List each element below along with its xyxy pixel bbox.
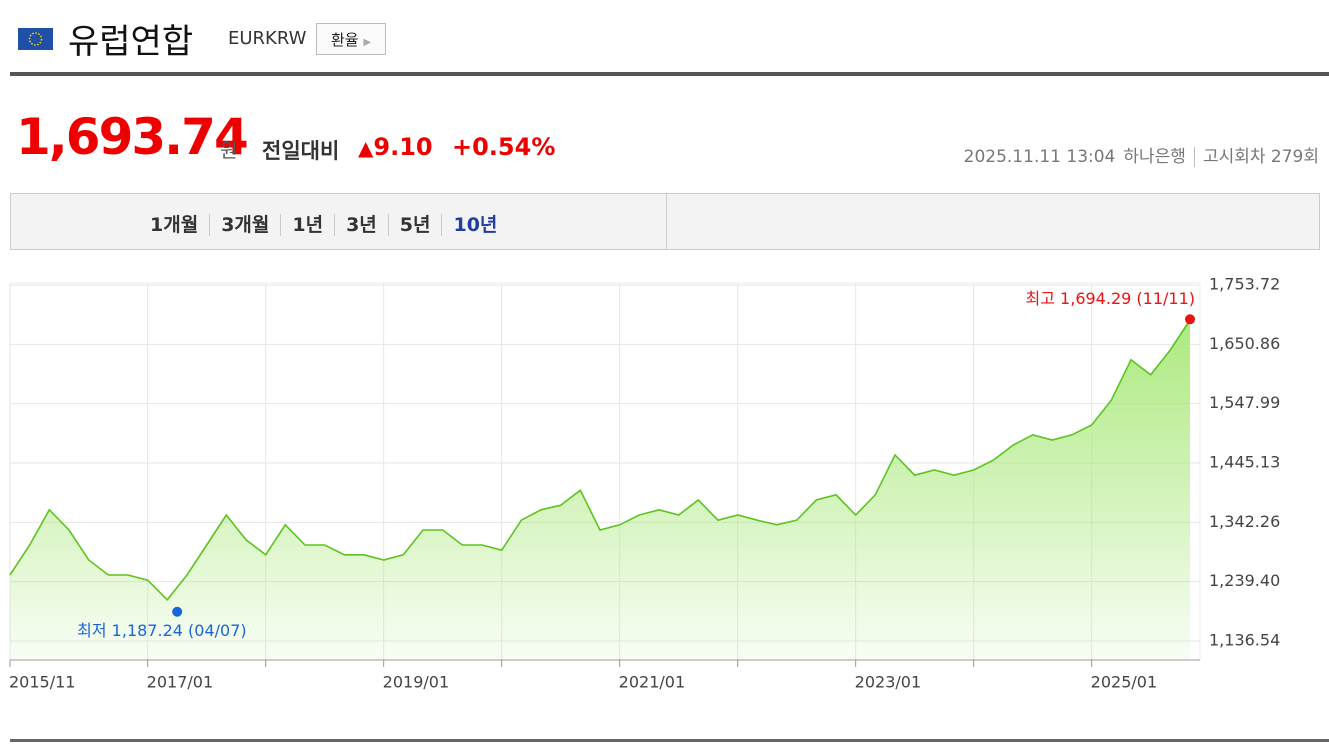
code: EURKRW	[228, 28, 307, 49]
change-pct: +0.54%	[452, 133, 556, 161]
button-label[interactable]: 환율	[330, 31, 359, 49]
change-label: 전일대비	[262, 139, 340, 163]
tab[interactable]: 3년	[334, 214, 388, 236]
tab[interactable]: 3개월	[209, 214, 281, 236]
button[interactable]: 환율 ▶	[316, 23, 386, 55]
bank: 하나은행	[1123, 147, 1186, 167]
area	[10, 320, 1190, 660]
y-tick-label: 1,239.40	[1209, 571, 1280, 590]
y-tick-label: 1,445.13	[1209, 452, 1280, 471]
price: 1,693.74	[16, 108, 249, 166]
y-tick-label: 1,650.86	[1209, 334, 1280, 353]
y-tick-label: 1,342.26	[1209, 512, 1280, 531]
title: 유럽연합	[68, 22, 194, 62]
divider	[10, 72, 1329, 76]
marker	[1185, 314, 1195, 325]
unit: 원	[220, 140, 238, 162]
tab[interactable]: 10년	[441, 214, 509, 236]
x-tick-label: 2019/01	[383, 673, 449, 692]
tab[interactable]: 1개월	[150, 214, 199, 236]
tab-list: 1개월 3개월 1년 3년 5년 10년	[139, 210, 509, 237]
tab-divider	[666, 194, 667, 249]
quote-info: 2025.11.11 13:04 하나은행 고시회차 279회	[964, 142, 1319, 167]
x-tick-label: 2023/01	[855, 673, 921, 692]
x-tick-label: 2015/11	[9, 673, 75, 692]
datetime: 2025.11.11 13:04	[963, 147, 1116, 167]
tab[interactable]: 1년	[280, 214, 335, 236]
period-tabs: 1개월 3개월 1년 3년 5년 10년	[10, 193, 1320, 250]
divider	[10, 739, 1329, 742]
marker-label: 최고 1,694.29 (11/11)	[1026, 289, 1195, 308]
tab[interactable]: 5년	[387, 214, 442, 236]
y-tick-label: 1,136.54	[1209, 630, 1280, 649]
change: 9.10	[358, 133, 432, 161]
flag-icon	[18, 28, 53, 50]
line	[9, 319, 1191, 601]
marker-label: 최저 1,187.24 (04/07)	[77, 621, 246, 640]
x-tick-label: 2021/01	[619, 673, 685, 692]
round: 고시회차 279회	[1193, 147, 1319, 167]
marker	[172, 606, 183, 617]
y-tick-label: 1,547.99	[1209, 393, 1280, 412]
x-tick-label: 2017/01	[147, 673, 213, 692]
x-tick-label: 2025/01	[1091, 673, 1157, 692]
chart: 1,136.54 1,239.40 1,342.26 1,445.13 1,547.99…	[9, 275, 1280, 692]
y-tick-label: 1,753.72	[1209, 275, 1280, 294]
